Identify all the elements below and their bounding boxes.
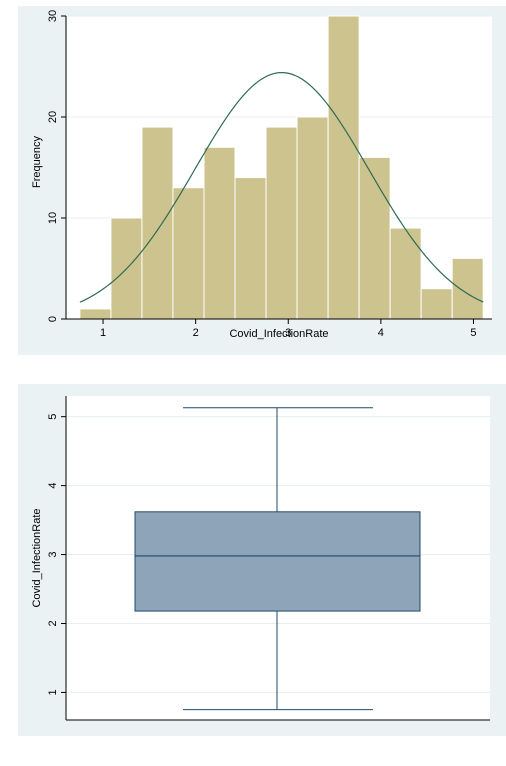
histogram-bars — [79, 15, 484, 320]
histogram-x-tick-label: 1 — [100, 327, 106, 339]
normal-density-curve — [79, 71, 484, 303]
boxplot-marks — [134, 407, 421, 711]
boxplot-box — [134, 511, 421, 612]
boxplot-y-tick-label: 2 — [47, 620, 59, 626]
boxplot-y-tick-label: 3 — [47, 551, 59, 557]
histogram-bar — [358, 156, 391, 320]
histogram-y-tick-label: 10 — [47, 212, 59, 224]
boxplot-panel: 1 2 3 4 5 Covid_InfectionRate — [18, 384, 506, 736]
histogram-panel: 1 2 3 4 5 0 10 20 30 Covid_InfectionRate Freque… — [18, 6, 506, 355]
histogram-y-tick-label: 30 — [47, 10, 59, 22]
histogram-x-axis-label: Covid_InfectionRate — [229, 328, 328, 340]
histogram-y-ticks: 0 10 20 30 — [47, 10, 66, 322]
histogram-bar — [203, 146, 236, 320]
boxplot-chart: 1 2 3 4 5 Covid_InfectionRate — [31, 396, 490, 721]
histogram-bar — [141, 126, 174, 320]
boxplot-y-axis-label: Covid_InfectionRate — [31, 508, 43, 607]
histogram-bar — [172, 187, 205, 320]
histogram-x-tick-label: 2 — [193, 327, 199, 339]
boxplot-y-tick-label: 4 — [47, 483, 59, 489]
histogram-y-tick-label: 0 — [47, 316, 59, 322]
histogram-bar — [451, 257, 484, 320]
histogram-x-tick-label: 5 — [470, 327, 476, 339]
histogram-x-tick-label: 3 — [285, 327, 291, 339]
histogram-bar — [327, 15, 360, 320]
histogram-bar — [79, 308, 112, 320]
histogram-chart: 1 2 3 4 5 0 10 20 30 Covid_InfectionRate Freque… — [31, 10, 492, 340]
histogram-y-axis-label: Frequency — [31, 136, 43, 188]
histogram-x-ticks: 1 2 3 4 5 — [100, 319, 477, 339]
boxplot-y-ticks: 1 2 3 4 5 — [47, 414, 66, 695]
histogram-bar — [265, 126, 298, 320]
histogram-bar — [389, 227, 422, 320]
boxplot-y-tick-label: 5 — [47, 414, 59, 420]
boxplot-y-tick-label: 1 — [47, 689, 59, 695]
histogram-bar — [296, 116, 329, 320]
histogram-y-tick-label: 20 — [47, 111, 59, 123]
histogram-x-tick-label: 4 — [378, 327, 384, 339]
histogram-bar — [420, 288, 453, 320]
histogram-bar — [234, 177, 267, 320]
